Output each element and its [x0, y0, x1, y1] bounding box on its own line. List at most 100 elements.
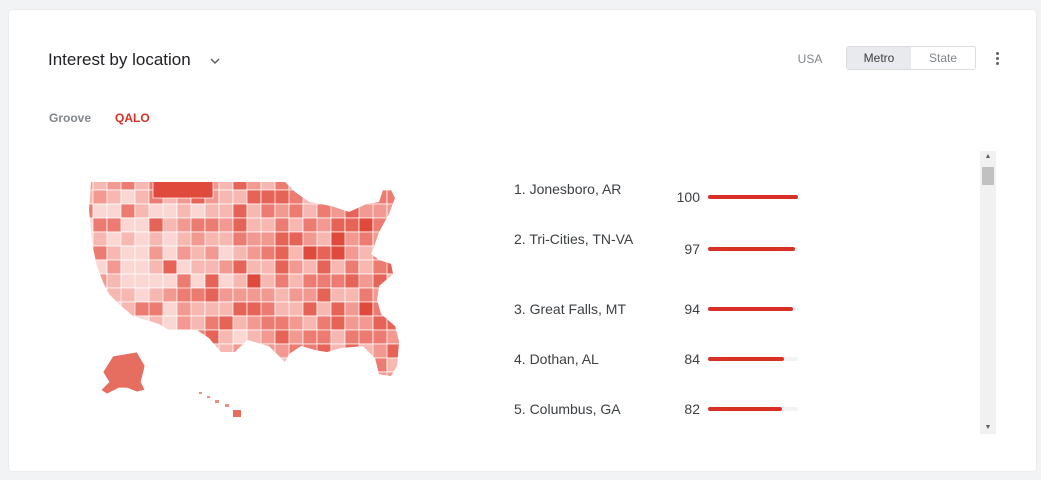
map-metro-region[interactable]: [162, 357, 192, 373]
map-metro-region[interactable]: [92, 329, 122, 345]
map-metro-region[interactable]: [302, 301, 318, 317]
map-metro-region[interactable]: [358, 217, 374, 233]
resolution-option-metro[interactable]: Metro: [847, 47, 911, 69]
map-metro-region[interactable]: [386, 343, 401, 359]
map-metro-region[interactable]: [344, 176, 360, 191]
map-metro-region[interactable]: [316, 176, 332, 191]
map-metro-region[interactable]: [246, 287, 262, 303]
map-metro-region[interactable]: [260, 203, 276, 219]
map-metro-region[interactable]: [260, 301, 276, 317]
map-metro-region[interactable]: [134, 189, 150, 205]
map-metro-region[interactable]: [218, 343, 234, 359]
map-metro-region[interactable]: [274, 203, 290, 219]
map-metro-region[interactable]: [190, 343, 220, 359]
usa-metro-map[interactable]: [79, 176, 491, 420]
map-metro-region[interactable]: [344, 217, 360, 233]
map-metro-region[interactable]: [274, 287, 290, 303]
map-metro-region[interactable]: [330, 217, 346, 233]
map-metro-region[interactable]: [120, 259, 136, 275]
map-metro-region[interactable]: [232, 343, 248, 359]
map-metro-region[interactable]: [92, 259, 108, 275]
more-vert-icon[interactable]: [992, 52, 1002, 68]
map-metro-region[interactable]: [386, 315, 415, 331]
map-metro-region[interactable]: [316, 343, 332, 359]
map-metro-region[interactable]: [232, 217, 248, 233]
map-metro-region[interactable]: [372, 217, 401, 233]
map-metro-region[interactable]: [148, 357, 178, 373]
map-metro-region[interactable]: [204, 329, 220, 345]
map-metro-region[interactable]: [79, 176, 94, 191]
map-metro-region[interactable]: [148, 329, 178, 345]
map-metro-region[interactable]: [330, 357, 346, 373]
map-metro-region[interactable]: [92, 245, 108, 261]
map-metro-region[interactable]: [190, 203, 206, 219]
map-metro-region[interactable]: [246, 357, 276, 373]
map-metro-region[interactable]: [120, 217, 136, 233]
map-metro-region[interactable]: [148, 231, 164, 247]
map-metro-region[interactable]: [372, 301, 401, 317]
map-metro-region[interactable]: [232, 329, 248, 345]
map-metro-region[interactable]: [162, 329, 178, 345]
map-metro-region[interactable]: [176, 329, 192, 345]
ranking-row[interactable]: 5. Columbus, GA 82: [514, 399, 814, 439]
map-metro-region[interactable]: [190, 315, 206, 331]
map-metro-region[interactable]: [260, 273, 276, 289]
ranking-row[interactable]: 2. Tri-Cities, TN-VA 97: [514, 229, 814, 269]
map-metro-region[interactable]: [176, 343, 206, 359]
map-metro-region[interactable]: [288, 343, 304, 359]
map-metro-region[interactable]: [134, 259, 150, 275]
map-metro-region[interactable]: [386, 329, 401, 345]
map-metro-region[interactable]: [79, 203, 94, 219]
map-metro-region[interactable]: [358, 231, 374, 247]
map-metro-region[interactable]: [401, 316, 429, 330]
map-metro-region[interactable]: [232, 259, 248, 275]
map-metro-region[interactable]: [232, 203, 248, 219]
map-metro-region[interactable]: [246, 245, 262, 261]
map-metro-region[interactable]: [302, 176, 318, 191]
map-metro-region[interactable]: [106, 301, 122, 317]
map-metro-region[interactable]: [386, 287, 415, 303]
map-metro-region[interactable]: [92, 315, 108, 331]
map-metro-region[interactable]: [176, 217, 192, 233]
map-metro-region[interactable]: [330, 315, 346, 331]
map-metro-region[interactable]: [274, 371, 290, 386]
map-metro-region[interactable]: [401, 302, 415, 316]
map-metro-region[interactable]: [316, 357, 332, 373]
map-metro-region[interactable]: [358, 301, 374, 317]
map-metro-region[interactable]: [92, 203, 108, 219]
map-metro-region[interactable]: [218, 357, 248, 373]
scrollbar-thumb[interactable]: [982, 167, 994, 185]
map-metro-region[interactable]: [106, 315, 122, 331]
map-metro-region[interactable]: [316, 217, 332, 233]
map-metro-region[interactable]: [120, 329, 150, 345]
map-metro-region[interactable]: [260, 245, 276, 261]
map-metro-region[interactable]: [176, 371, 192, 386]
map-metro-region[interactable]: [344, 371, 360, 386]
ranking-scrollbar[interactable]: ▲ ▼: [980, 151, 996, 434]
map-metro-region[interactable]: [204, 357, 234, 373]
geo-country-label[interactable]: USA: [797, 52, 823, 66]
map-metro-region[interactable]: [246, 189, 262, 205]
map-metro-region[interactable]: [79, 357, 94, 373]
map-metro-region[interactable]: [358, 357, 374, 373]
map-metro-region[interactable]: [288, 287, 304, 303]
map-metro-region[interactable]: [344, 259, 360, 275]
map-metro-region[interactable]: [106, 259, 122, 275]
map-metro-region[interactable]: [218, 287, 234, 303]
map-metro-region[interactable]: [358, 329, 374, 345]
map-metro-region[interactable]: [372, 315, 388, 331]
map-metro-region[interactable]: [204, 217, 220, 233]
map-metro-region[interactable]: [330, 259, 346, 275]
map-metro-region[interactable]: [106, 273, 122, 289]
map-metro-region[interactable]: [120, 245, 136, 261]
map-metro-region[interactable]: [358, 189, 374, 205]
map-metro-region[interactable]: [190, 357, 220, 373]
map-metro-region[interactable]: [372, 176, 388, 191]
map-metro-region[interactable]: [148, 273, 164, 289]
map-metro-region[interactable]: [386, 203, 415, 219]
map-metro-region[interactable]: [401, 358, 429, 372]
map-metro-region[interactable]: [92, 217, 108, 233]
map-metro-region[interactable]: [92, 343, 108, 359]
map-metro-region[interactable]: [190, 371, 220, 386]
map-metro-region[interactable]: [260, 287, 276, 303]
